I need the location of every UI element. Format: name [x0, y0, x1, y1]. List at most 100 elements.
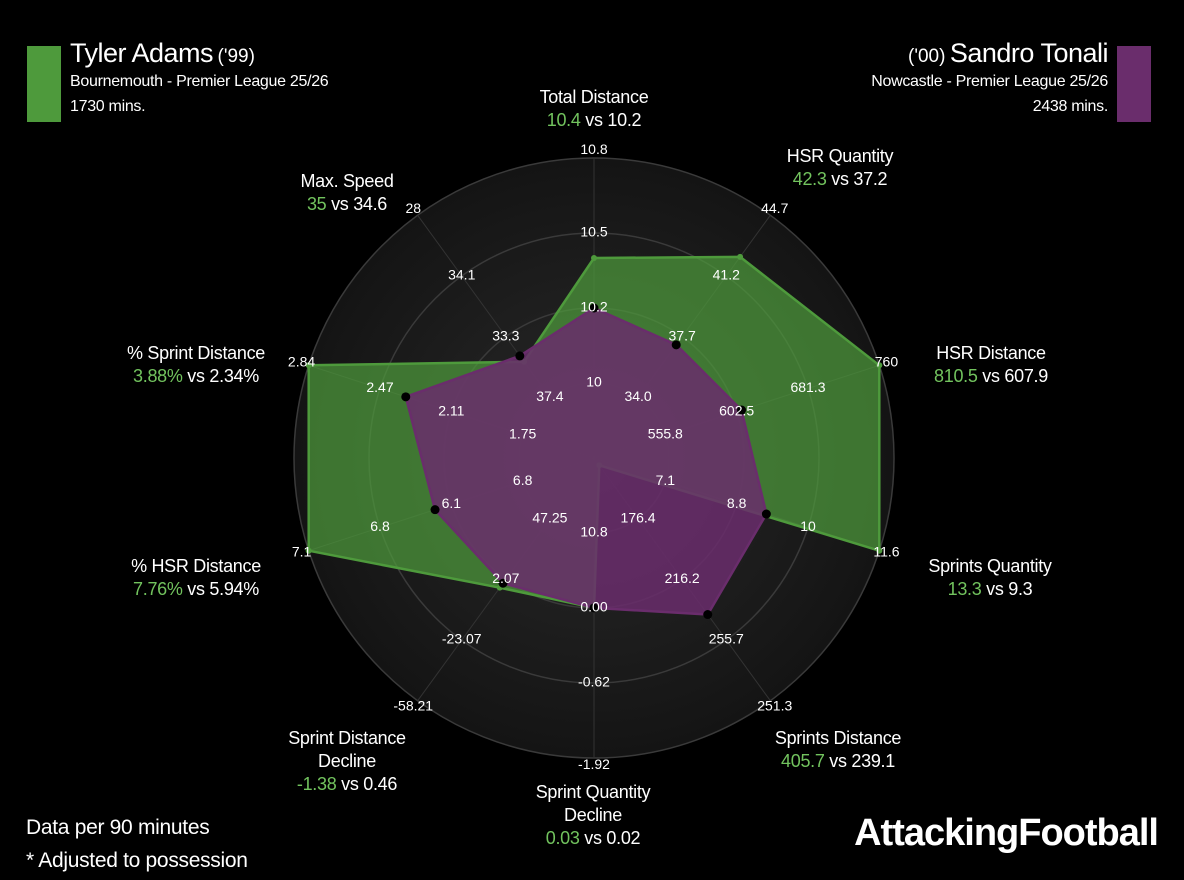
value-label: 13.3	[947, 579, 982, 599]
tick-label: 2.47	[366, 379, 393, 395]
separator: vs	[982, 366, 1000, 386]
axis-label: Total Distance 10.4 vs 10.2	[499, 86, 689, 132]
series-point	[589, 603, 599, 613]
value-label: 37.2	[853, 169, 888, 189]
axis-label: Sprint Distance Decline -1.38 vs 0.46	[272, 727, 422, 796]
value-label: 9.3	[1008, 579, 1033, 599]
tick-label: 176.4	[621, 509, 656, 525]
tick-label: 2.84	[288, 354, 315, 370]
player-header: ('00) Sandro Tonali Nowcastle - Premier …	[871, 38, 1108, 119]
value-label: 10.4	[546, 110, 581, 130]
axis-name: Sprint Quantity Decline	[535, 782, 651, 825]
value-label: 405.7	[781, 751, 825, 771]
axis-label: % Sprint Distance 3.88% vs 2.34%	[101, 342, 291, 388]
axis-label: HSR Distance 810.5 vs 607.9	[896, 342, 1086, 388]
axis-values: 3.88% vs 2.34%	[133, 366, 259, 386]
tick-label: 10	[800, 518, 816, 534]
player-club: Bournemouth - Premier League 25/26	[70, 73, 329, 90]
tick-label: 34.0	[624, 388, 651, 404]
axis-values: 13.3 vs 9.3	[948, 579, 1033, 599]
axis-name: Sprints Quantity	[928, 556, 1052, 576]
tick-label: 41.2	[713, 267, 740, 283]
axis-values: 0.03 vs 0.02	[546, 828, 641, 848]
tick-label: 255.7	[709, 631, 744, 647]
value-label: 2.34%	[209, 366, 259, 386]
tick-label: 34.1	[448, 267, 475, 283]
axis-values: 42.3 vs 37.2	[793, 169, 888, 189]
tick-label: 11.6	[873, 544, 899, 560]
separator: vs	[341, 774, 359, 794]
tick-label: 37.4	[536, 388, 563, 404]
separator: vs	[986, 579, 1004, 599]
tick-label: 10.5	[580, 224, 607, 240]
axis-label: % HSR Distance 7.76% vs 5.94%	[101, 555, 291, 601]
axis-name: Max. Speed	[300, 171, 394, 191]
series-point	[737, 253, 744, 260]
series-point	[876, 362, 883, 369]
tick-label: 216.2	[665, 570, 700, 586]
series-point	[515, 351, 525, 361]
tick-label: -58.21	[393, 697, 433, 713]
value-label: 607.9	[1004, 366, 1048, 386]
series-point	[761, 509, 771, 519]
series-point	[591, 255, 597, 261]
separator: vs	[584, 828, 602, 848]
tick-label: -0.62	[578, 674, 610, 690]
axis-values: 35 vs 34.6	[307, 194, 387, 214]
value-label: 239.1	[851, 751, 895, 771]
tick-label: -1.92	[578, 756, 610, 772]
value-label: 0.02	[606, 828, 641, 848]
tick-label: 6.8	[513, 472, 533, 488]
separator: vs	[829, 751, 847, 771]
separator: vs	[831, 169, 849, 189]
player-name: Tyler Adams	[70, 38, 214, 68]
value-label: 7.76%	[133, 579, 183, 599]
axis-label: Sprint Quantity Decline 0.03 vs 0.02	[518, 781, 668, 850]
value-label: 810.5	[934, 366, 978, 386]
tick-label: 10	[586, 374, 602, 390]
tick-label: 2.11	[438, 402, 464, 418]
separator: vs	[331, 194, 349, 214]
axis-name: HSR Quantity	[786, 146, 894, 166]
footnote: * Adjusted to possession	[26, 849, 248, 872]
axis-values: -1.38 vs 0.46	[297, 774, 397, 794]
tick-label: 8.8	[727, 495, 747, 511]
tick-label: 251.3	[757, 697, 792, 713]
axis-values: 7.76% vs 5.94%	[133, 579, 259, 599]
axis-values: 10.4 vs 10.2	[547, 110, 642, 130]
tick-label: 47.25	[532, 509, 567, 525]
axis-name: HSR Distance	[936, 343, 1046, 363]
series-point	[589, 303, 599, 313]
player-club: Nowcastle - Premier League 25/26	[871, 73, 1108, 90]
tick-label: 33.3	[492, 327, 519, 343]
tick-label: -23.07	[442, 631, 482, 647]
series-point	[305, 362, 312, 369]
value-label: 34.6	[353, 194, 388, 214]
tick-label: 37.7	[669, 327, 696, 343]
value-label: 35	[306, 194, 327, 214]
axis-values: 405.7 vs 239.1	[781, 751, 895, 771]
series-point	[703, 610, 713, 620]
series-point	[737, 405, 747, 415]
legend-swatch	[27, 46, 61, 122]
value-label: 0.46	[363, 774, 398, 794]
series-point	[305, 547, 312, 554]
footnote: Data per 90 minutes	[26, 816, 210, 839]
value-label: 42.3	[792, 169, 827, 189]
series-point	[498, 578, 508, 588]
axis-name: % Sprint Distance	[127, 343, 265, 363]
value-label: -1.38	[296, 774, 337, 794]
tick-label: 602.5	[719, 402, 754, 418]
value-label: 0.03	[545, 828, 580, 848]
value-label: 10.2	[607, 110, 642, 130]
series-point	[671, 340, 681, 350]
player-minutes: 2438 mins.	[1032, 98, 1109, 115]
series-point	[430, 505, 440, 515]
tick-label: 10.8	[580, 141, 607, 157]
axis-name: Total Distance	[539, 87, 649, 107]
axis-label: Sprints Quantity 13.3 vs 9.3	[895, 555, 1085, 601]
tick-label: 6.8	[370, 518, 390, 534]
tick-label: 2.07	[492, 570, 519, 586]
